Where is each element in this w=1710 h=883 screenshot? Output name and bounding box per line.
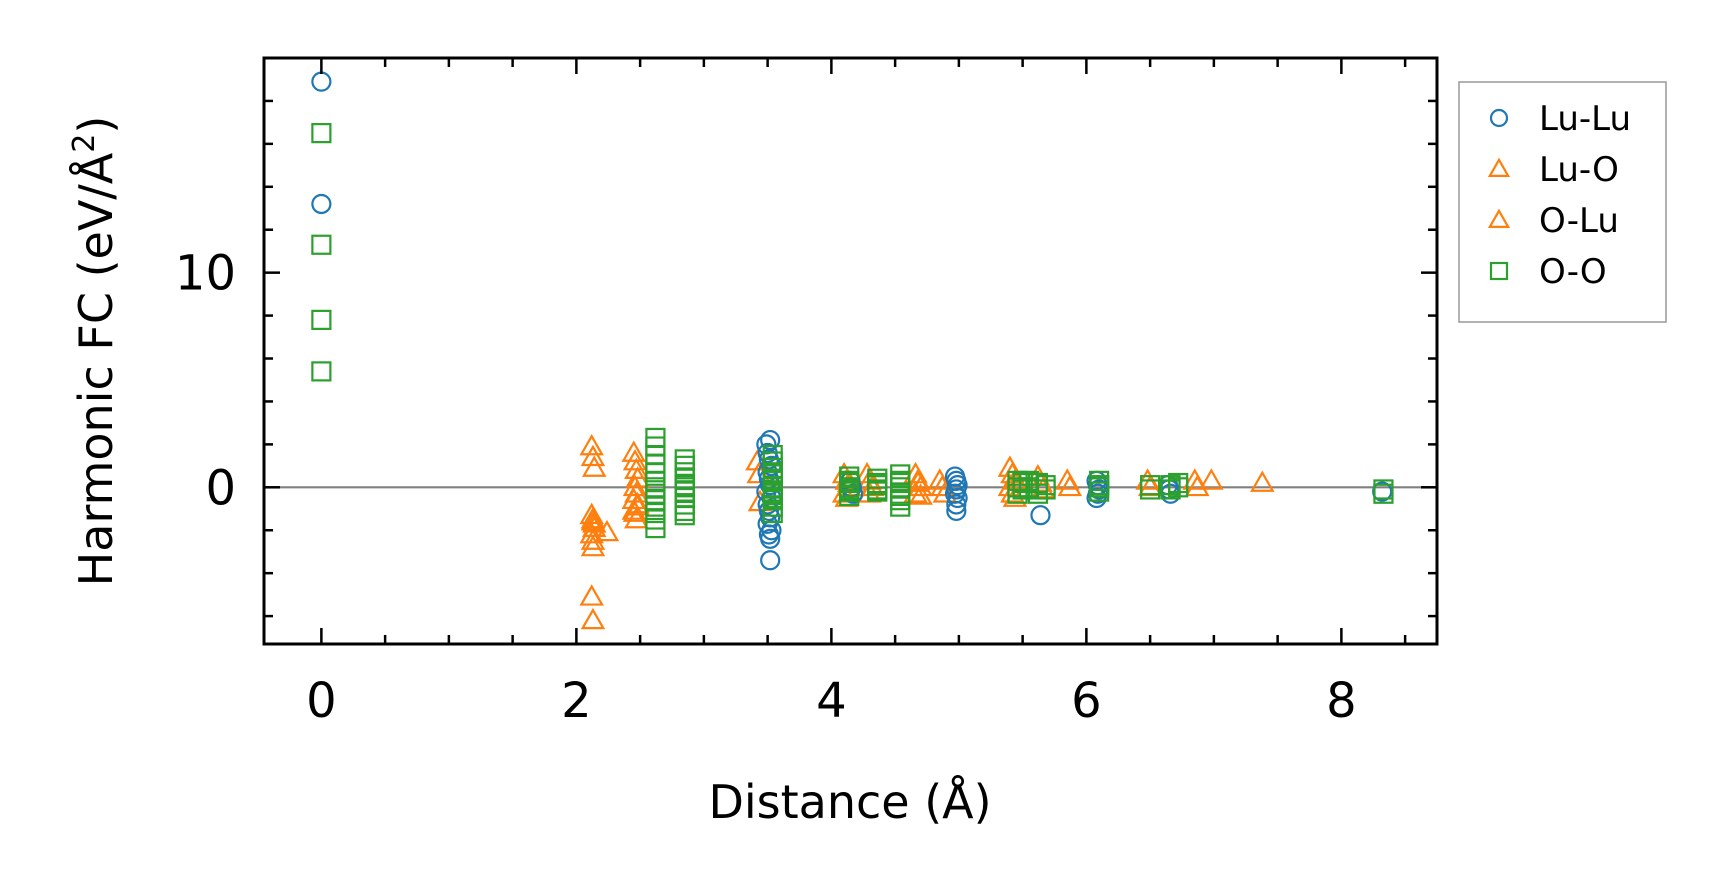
point-lu-o [1057,474,1083,497]
point-lu-o [581,455,607,477]
point-o-o [1168,477,1189,498]
point-o-o [890,496,911,517]
y-tick-label: 0 [205,460,236,516]
point-lu-o [579,433,604,456]
legend-frame [1458,81,1667,323]
point-lu-o [625,491,650,514]
point-lu-o [580,506,606,529]
y-axis-label-main: Harmonic FC (eV/Å [69,152,123,586]
point-o-o [1035,479,1056,500]
x-tick-label: 4 [816,673,847,729]
point-lu-o [1199,468,1224,490]
point-o-o [762,502,783,524]
legend-marker-o-o [1489,261,1509,281]
x-tick-label: 6 [1071,673,1102,729]
point-lu-lu [760,429,781,451]
legend-items: Lu-Lu Lu-O O-Lu O-O [1487,99,1631,292]
point-o-o [1089,475,1110,496]
point-lu-o [580,444,606,467]
point-lu-lu [946,500,967,522]
legend-label-o-o: O-O [1539,252,1607,292]
point-o-o [1007,483,1028,504]
points-layer [311,71,1394,630]
x-tick-label: 0 [306,673,337,729]
point-o-o [674,505,695,526]
point-lu-o [579,584,604,606]
plot-area [262,56,1439,646]
legend-label-o-lu: O-Lu [1539,201,1619,241]
point-o-o [311,123,332,144]
legend-item-o-o: O-O [1489,252,1607,292]
point-o-o [311,234,332,255]
legend-item-o-lu: O-Lu [1487,201,1619,241]
legend-label-lu-o: Lu-O [1539,150,1619,190]
point-o-o [867,479,888,500]
point-lu-lu [760,550,781,571]
point-lu-lu [760,528,781,549]
point-lu-o [903,481,928,503]
point-lu-o [621,440,646,462]
legend-marker-lu-lu [1489,108,1509,128]
ticks-layer [264,58,1437,644]
legend-marker-lu-o [1487,157,1511,177]
y-axis-label-close: ) [69,116,123,134]
x-axis-label: Distance (Å) [708,775,991,829]
x-tick-label: 2 [561,673,592,729]
point-o-o [1160,479,1181,500]
point-lu-o [622,448,648,471]
point-lu-lu [1030,505,1051,526]
point-o-o [311,309,332,330]
y-tick-label: 10 [175,246,236,302]
point-o-o [890,485,911,506]
point-lu-lu [311,193,332,215]
plot-frame [262,56,1439,646]
point-o-o [311,361,332,382]
point-lu-lu [1372,481,1393,502]
legend: Lu-Lu Lu-O O-Lu O-O [1458,81,1667,323]
point-lu-o [594,519,620,542]
point-o-o [1140,479,1161,500]
y-axis-label-superscript: 2 [67,134,102,153]
legend-marker-o-lu [1487,208,1511,228]
legend-item-lu-lu: Lu-Lu [1489,99,1631,139]
point-o-o [762,487,783,509]
series-o-o [311,123,1394,539]
point-o-o [1373,483,1394,504]
point-o-o [890,472,911,494]
point-lu-o [1250,470,1275,492]
y-axis-label: Harmonic FC (eV/Å2) [67,116,123,587]
point-o-o [762,468,783,489]
legend-item-lu-o: Lu-O [1487,150,1619,190]
point-lu-o [580,607,606,630]
point-lu-o [580,534,606,557]
point-lu-o [622,474,648,497]
x-tick-label: 8 [1326,673,1357,729]
point-o-o [645,517,666,539]
point-lu-o [908,483,933,505]
point-o-o [839,481,860,502]
point-lu-lu [946,494,967,515]
point-o-o [674,477,695,498]
legend-label-lu-lu: Lu-Lu [1539,99,1631,139]
point-lu-o [579,521,604,544]
